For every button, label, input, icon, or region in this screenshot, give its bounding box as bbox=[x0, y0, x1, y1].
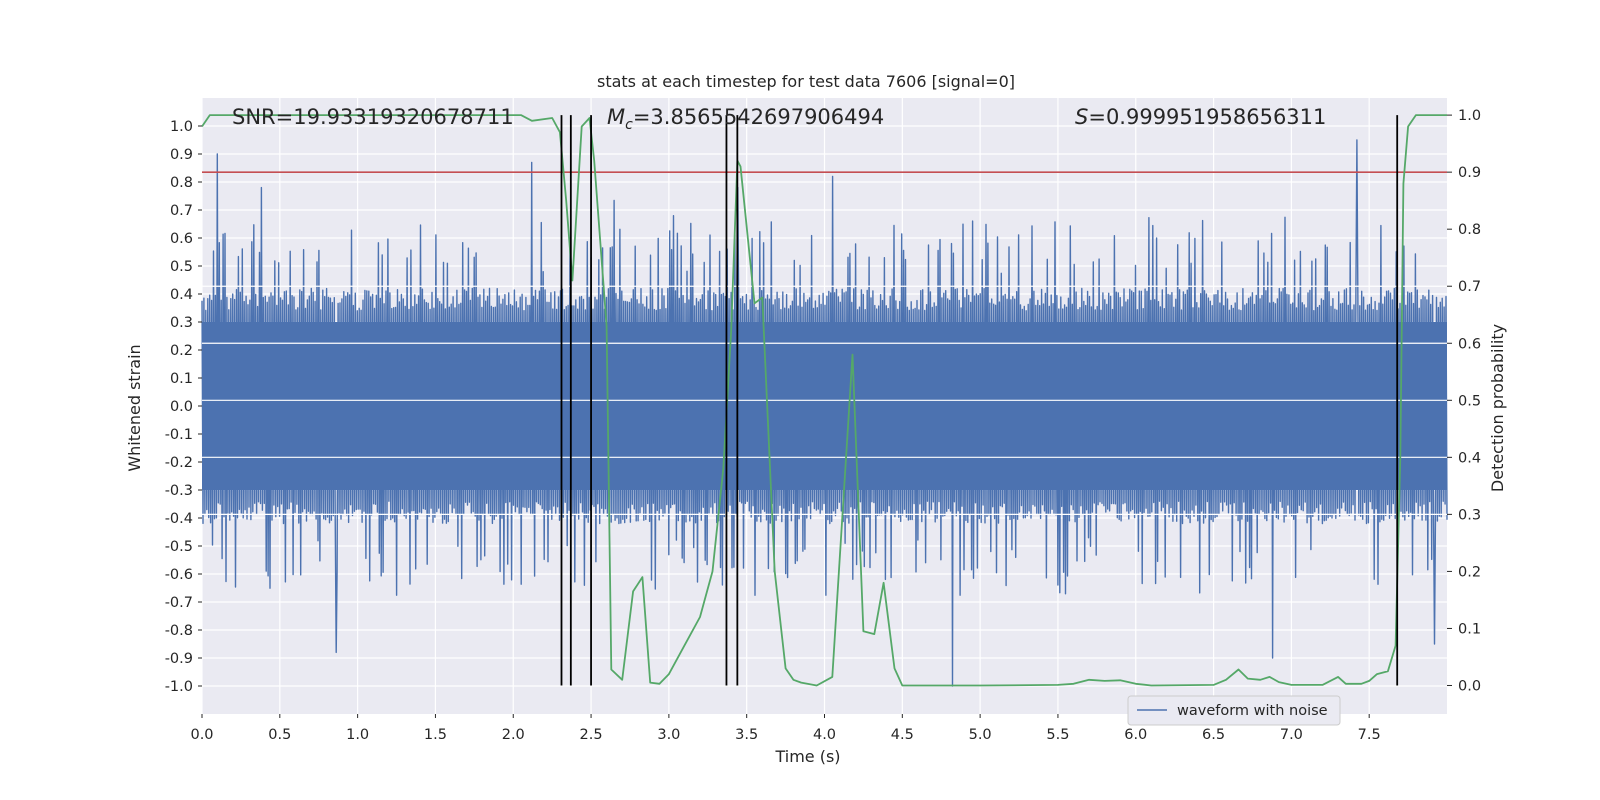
y-left-tick-labels: 1.0 0.9 0.8 0.7 0.6 0.5 0.4 0.3 0.2 0.1 0.0 -0.1 -0.… bbox=[165, 119, 202, 695]
y-left-tick-label: -0.9 bbox=[165, 651, 193, 667]
x-tick-label: 2.0 bbox=[502, 727, 525, 743]
legend-label-waveform: waveform with noise bbox=[1177, 703, 1328, 719]
y-right-tick-label: 0.0 bbox=[1458, 678, 1481, 694]
detection-probability-line bbox=[201, 114, 1447, 687]
y-left-tick-label: 0.7 bbox=[170, 203, 193, 219]
chirp-mass-annotation: Mc=3.8565542697906494 bbox=[607, 105, 884, 133]
waveform-core-band bbox=[202, 322, 1447, 490]
x-tick-label: 0.5 bbox=[268, 727, 291, 743]
x-tick-label: 4.0 bbox=[813, 727, 836, 743]
x-tick-label: 0.0 bbox=[190, 727, 213, 743]
y-left-tick-label: 1.0 bbox=[170, 119, 193, 135]
y-right-tick-label: 1.0 bbox=[1458, 108, 1481, 124]
y-axis-label-right: Detection probability bbox=[1488, 324, 1507, 492]
y-axis-label-left: Whitened strain bbox=[125, 344, 144, 471]
y-right-tick-label: 0.3 bbox=[1458, 507, 1481, 523]
legend: waveform with noise bbox=[1127, 695, 1341, 726]
s-symbol: S bbox=[1075, 105, 1088, 129]
waveform-series bbox=[201, 139, 1448, 687]
x-tick-label: 3.0 bbox=[657, 727, 680, 743]
significance-annotation: S=0.999951958656311 bbox=[1075, 105, 1326, 129]
x-tick-label: 4.5 bbox=[891, 727, 914, 743]
y-left-tick-label: -1.0 bbox=[165, 679, 193, 695]
x-tick-label: 7.0 bbox=[1280, 727, 1303, 743]
y-left-tick-label: -0.4 bbox=[165, 511, 193, 527]
x-tick-label: 2.5 bbox=[580, 727, 603, 743]
x-tick-label: 5.5 bbox=[1046, 727, 1069, 743]
mc-subscript: c bbox=[625, 117, 633, 133]
y-right-tick-label: 0.2 bbox=[1458, 564, 1481, 580]
y-right-tick-labels: 1.0 0.9 0.8 0.7 0.6 0.5 0.4 0.3 0.2 0.1 0.0 bbox=[1447, 108, 1481, 694]
legend-box bbox=[1127, 695, 1341, 726]
y-left-tick-label: 0.1 bbox=[170, 371, 193, 387]
snr-annotation: SNR=19.93319320678711 bbox=[232, 105, 514, 129]
y-right-tick-label: 0.9 bbox=[1458, 165, 1481, 181]
x-tick-label: 6.0 bbox=[1124, 727, 1147, 743]
y-left-tick-label: 0.8 bbox=[170, 175, 193, 191]
y-left-tick-label: -0.6 bbox=[165, 567, 193, 583]
mc-symbol: M bbox=[607, 105, 625, 129]
x-tick-label: 1.0 bbox=[346, 727, 369, 743]
y-right-tick-label: 0.5 bbox=[1458, 393, 1481, 409]
x-tick-label: 1.5 bbox=[424, 727, 447, 743]
y-left-tick-label: -0.1 bbox=[165, 427, 193, 443]
x-axis-label: Time (s) bbox=[774, 747, 840, 766]
y-right-tick-label: 0.8 bbox=[1458, 222, 1481, 238]
y-left-tick-label: -0.3 bbox=[165, 483, 193, 499]
y-left-tick-label: 0.5 bbox=[170, 259, 193, 275]
chart-title: stats at each timestep for test data 760… bbox=[597, 72, 1015, 91]
y-right-tick-label: 0.7 bbox=[1458, 279, 1481, 295]
x-tick-label: 6.5 bbox=[1202, 727, 1225, 743]
x-tick-label: 7.5 bbox=[1358, 727, 1381, 743]
x-tick-label: 3.5 bbox=[735, 727, 758, 743]
y-right-tick-label: 0.6 bbox=[1458, 336, 1481, 352]
y-left-tick-label: -0.7 bbox=[165, 595, 193, 611]
y-left-tick-label: -0.2 bbox=[165, 455, 193, 471]
x-tick-label: 5.0 bbox=[969, 727, 992, 743]
vertical-markers bbox=[560, 115, 1399, 686]
y-left-tick-label: 0.9 bbox=[170, 147, 193, 163]
y-left-tick-label: 0.2 bbox=[170, 343, 193, 359]
y-left-tick-label: -0.5 bbox=[165, 539, 193, 555]
mc-value: =3.8565542697906494 bbox=[633, 105, 884, 129]
x-tick-labels: 0.0 0.5 1.0 1.5 2.0 2.5 3.0 3.5 4.0 4.5 5.0 5.5 6.0 6… bbox=[190, 714, 1381, 743]
s-value: =0.999951958656311 bbox=[1088, 105, 1326, 129]
y-right-tick-label: 0.4 bbox=[1458, 450, 1481, 466]
y-left-tick-label: 0.3 bbox=[170, 315, 193, 331]
y-right-tick-label: 0.1 bbox=[1458, 621, 1481, 637]
y-left-tick-label: 0.6 bbox=[170, 231, 193, 247]
y-left-tick-label: 0.0 bbox=[170, 399, 193, 415]
y-left-tick-label: -0.8 bbox=[165, 623, 193, 639]
y-left-tick-label: 0.4 bbox=[170, 287, 193, 303]
probability-series bbox=[201, 114, 1447, 687]
